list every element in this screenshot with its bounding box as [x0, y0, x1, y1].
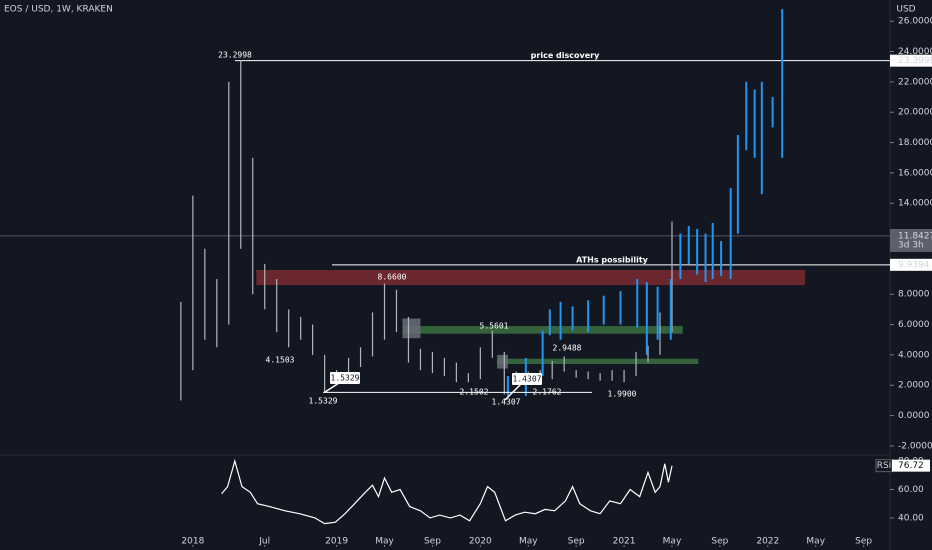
- x-tick-label: Sep: [855, 537, 872, 547]
- price-annotation: 1.4307: [492, 398, 521, 407]
- callout-label: 1.5329: [331, 374, 360, 383]
- rsi-name: RSI: [877, 461, 892, 471]
- level-tag: [890, 54, 932, 67]
- price-annotation: 23.2998: [218, 51, 252, 60]
- y-tick-label: 20.0000: [898, 108, 932, 118]
- y-tick-label: 22.0000: [898, 77, 932, 87]
- price-annotation: 4.1503: [266, 356, 295, 365]
- level-text: price discovery: [531, 51, 600, 60]
- y-tick-label: 14.0000: [898, 199, 932, 209]
- x-tick-label: 2019: [325, 537, 348, 547]
- callout-label: 1.4307: [513, 375, 542, 384]
- level-text: ATHs possibility: [576, 255, 649, 264]
- axis-unit: USD: [896, 5, 915, 15]
- y-tick-label: 16.0000: [898, 168, 932, 178]
- level-tag: [890, 258, 932, 271]
- x-tick-label: Sep: [711, 537, 728, 547]
- x-tick-label: Sep: [424, 537, 441, 547]
- x-tick-label: May: [375, 537, 394, 547]
- level-tag-label: 23.3998: [898, 56, 932, 66]
- level-tag-label: 9.9394: [898, 260, 930, 270]
- x-tick-label: 2022: [756, 537, 779, 547]
- x-tick-label: May: [519, 537, 538, 547]
- chart-title: EOS / USD, 1W, KRAKEN: [4, 5, 113, 15]
- callout-box: [330, 372, 360, 384]
- price-annotation: 1.5329: [309, 397, 338, 406]
- x-tick-label: 2020: [469, 537, 492, 547]
- callout-pointer: [504, 383, 522, 401]
- y-tick-label: 8.0000: [898, 290, 930, 300]
- last-price-tag: [890, 228, 932, 252]
- y-tick-label: -2.0000: [898, 441, 932, 451]
- zone: [402, 318, 421, 339]
- callout-pointer: [324, 382, 340, 393]
- x-tick-label: Sep: [568, 537, 585, 547]
- zone: [497, 358, 699, 364]
- y-tick-label: 0.0000: [898, 411, 930, 421]
- rsi-tick-label: 40.00: [898, 513, 924, 523]
- price-annotation: 2.9488: [553, 344, 582, 353]
- rsi-line: [221, 458, 673, 525]
- y-tick-label: 18.0000: [898, 138, 932, 148]
- y-tick-label: 26.0000: [898, 17, 932, 27]
- price-annotation: 8.6600: [378, 273, 407, 282]
- rsi-value-tag: [892, 459, 930, 472]
- x-tick-label: Jul: [258, 537, 270, 547]
- y-tick-label: 6.0000: [898, 320, 930, 330]
- y-tick-label: 2.0000: [898, 381, 930, 391]
- x-tick-label: May: [663, 537, 682, 547]
- zone: [256, 269, 805, 286]
- x-tick-label: 2021: [613, 537, 636, 547]
- rsi-tick-label: 60.00: [898, 485, 924, 495]
- price-annotation: 1.9900: [608, 390, 637, 399]
- rsi-value-label: 76.72: [898, 461, 924, 471]
- zone: [402, 326, 683, 334]
- last-price-label: 11.8427: [898, 231, 932, 241]
- price-annotation: 2.1502: [460, 388, 489, 397]
- callout-box: [512, 373, 542, 385]
- y-tick-label: 24.0000: [898, 47, 932, 57]
- x-tick-label: 2018: [181, 537, 204, 547]
- price-annotation: 5.5601: [480, 322, 509, 331]
- x-tick-label: May: [806, 537, 825, 547]
- zone: [497, 354, 508, 369]
- y-tick-label: 4.0000: [898, 350, 930, 360]
- price-annotation: 2.1762: [533, 388, 562, 397]
- countdown-label: 3d 3h: [898, 240, 924, 250]
